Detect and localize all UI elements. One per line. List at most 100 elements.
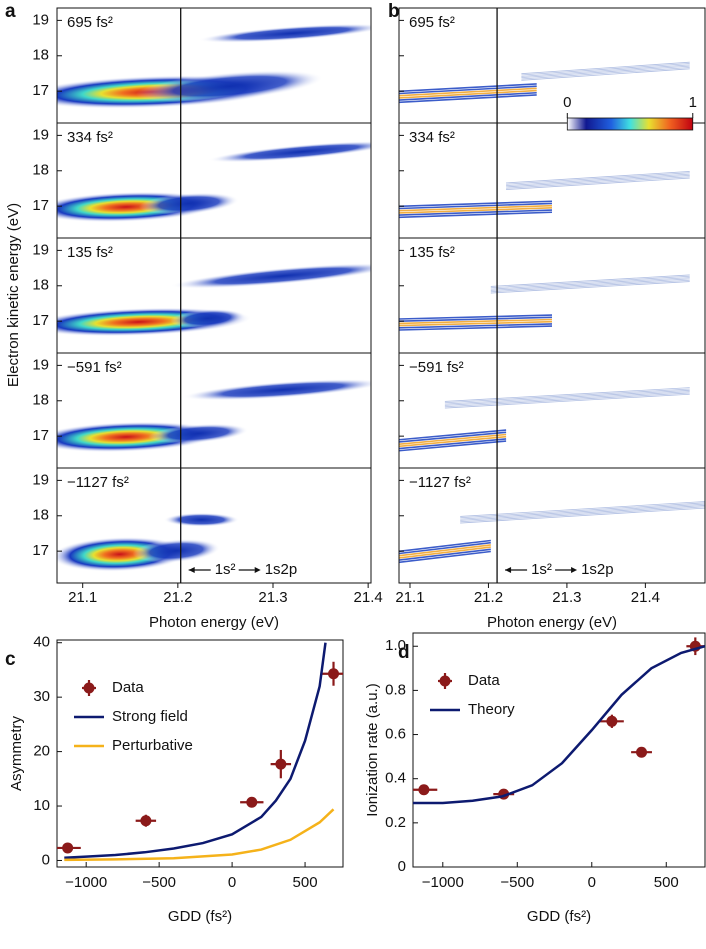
y-tick-label: 17 [32, 82, 49, 99]
fringe [399, 91, 537, 101]
spectrogram-image [57, 23, 371, 109]
fringe [399, 550, 491, 564]
fringe [506, 173, 690, 186]
intensity-blob [198, 23, 371, 43]
panel-label: d [398, 642, 410, 663]
annotation: 1s² [215, 561, 236, 578]
fringe [399, 211, 553, 219]
y-tick-label: 0 [42, 851, 50, 868]
intensity-blob [208, 141, 371, 163]
fringe [399, 438, 507, 450]
fringe [399, 544, 491, 557]
fringe [444, 391, 690, 406]
fringe [444, 389, 690, 405]
subplot-label: 334 fs² [67, 129, 113, 146]
fringe [399, 85, 537, 95]
subplot-label: −1127 fs² [409, 474, 471, 491]
subplot-label: 695 fs² [67, 14, 113, 31]
x-tick-label: −1000 [65, 874, 107, 891]
x-tick-label: 21.1 [68, 589, 97, 606]
fringe [399, 431, 507, 443]
panel-label: c [5, 649, 16, 670]
annotation: 1s2p [265, 561, 298, 578]
y-tick-label: 20 [33, 743, 50, 760]
fringe [399, 320, 553, 327]
fringe [399, 546, 491, 559]
y-tick-label: 17 [32, 197, 49, 214]
x-tick-label: −1000 [422, 874, 464, 891]
fringe [490, 277, 690, 290]
data-point [418, 784, 430, 796]
legend-swatch [439, 675, 451, 687]
fringe [521, 64, 690, 77]
fringe [460, 502, 705, 519]
arrow-head [254, 567, 261, 573]
subplot-frame [56, 467, 372, 584]
subplot-label: −591 fs² [67, 359, 122, 376]
y-tick-label: 19 [32, 126, 49, 143]
y-axis-label: Electron kinetic energy (eV) [5, 203, 22, 387]
y-tick-label: 30 [33, 688, 50, 705]
fringe [399, 316, 553, 322]
colorbar-tick-label: 0 [563, 94, 571, 111]
data-point [636, 746, 648, 758]
subplot-label: 135 fs² [67, 244, 113, 261]
fringe [490, 281, 690, 294]
fringe [399, 89, 537, 99]
x-tick-label: 21.2 [163, 589, 192, 606]
fringe [460, 505, 705, 521]
annotation: 1s² [531, 561, 552, 578]
legend-label: Data [468, 672, 500, 689]
fringe [399, 541, 491, 555]
fringe [399, 314, 553, 320]
x-tick-label: 21.3 [552, 589, 581, 606]
spectrogram-image [57, 141, 371, 223]
x-tick-label: 21.1 [395, 589, 424, 606]
y-tick-label: 0.2 [385, 814, 406, 831]
panel-label: b [388, 1, 400, 22]
legend-label: Strong field [112, 708, 188, 725]
fringe [506, 177, 690, 190]
subplot-label: 695 fs² [409, 14, 455, 31]
y-tick-label: 18 [32, 277, 49, 294]
plot-area [413, 637, 705, 805]
fringe [490, 278, 690, 291]
y-tick-label: 10 [33, 797, 50, 814]
subplot-label: 334 fs² [409, 129, 455, 146]
y-tick-label: 17 [32, 542, 49, 559]
plot-frame [412, 632, 706, 868]
x-axis-label: Photon energy (eV) [487, 614, 617, 631]
spectrogram-image [399, 274, 690, 331]
arrow-head [505, 567, 512, 573]
arrow-head [571, 567, 578, 573]
legend-label: Theory [468, 701, 515, 718]
intensity-blob [132, 538, 221, 563]
y-tick-label: 0 [398, 858, 406, 875]
y-tick-label: 17 [32, 427, 49, 444]
fringe [460, 503, 705, 520]
spectrogram-image [57, 263, 371, 337]
fringe [399, 318, 553, 325]
subplot-label: 135 fs² [409, 244, 455, 261]
subplot-label: −1127 fs² [67, 474, 129, 491]
y-tick-label: 18 [32, 392, 49, 409]
colorbar [566, 117, 694, 131]
fringe [399, 429, 507, 441]
y-tick-label: 0.6 [385, 726, 406, 743]
fringe [521, 65, 690, 79]
data-point [606, 715, 618, 727]
x-tick-label: 0 [228, 874, 236, 891]
x-axis-label: GDD (fs²) [168, 908, 232, 925]
y-tick-label: 0.4 [385, 770, 406, 787]
y-axis-label: Asymmetry [8, 716, 25, 792]
y-tick-label: 19 [32, 11, 49, 28]
fringe [521, 61, 690, 75]
legend-label: Data [112, 679, 144, 696]
arrow-head [188, 567, 195, 573]
fringe [506, 171, 690, 184]
y-tick-label: 18 [32, 162, 49, 179]
legend-label: Perturbative [112, 737, 193, 754]
curve [413, 645, 705, 805]
panel-label: a [5, 1, 16, 22]
